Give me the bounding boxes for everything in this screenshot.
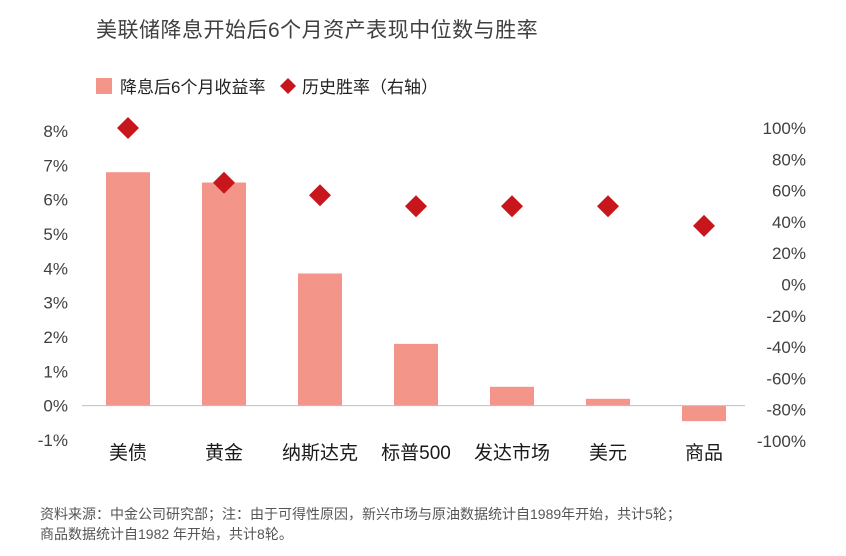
source-note-line-2: 商品数据统计自1982 年开始，共计8轮。 — [40, 526, 293, 542]
category-label: 美元 — [589, 442, 627, 464]
left-tick-label: 2% — [43, 328, 68, 347]
left-tick-label: 6% — [43, 191, 68, 210]
bar — [106, 172, 150, 406]
bar — [394, 343, 438, 406]
bar — [298, 273, 342, 406]
legend-swatch-diamond — [280, 78, 296, 94]
win-rate-marker — [309, 184, 331, 207]
legend-label-bar: 降息后6个月收益率 — [120, 78, 265, 97]
right-tick-label: 0% — [781, 276, 806, 295]
right-tick-label: 100% — [763, 119, 806, 138]
bar — [586, 398, 630, 406]
right-tick-label: -20% — [766, 307, 806, 326]
right-tick-label: 40% — [772, 213, 806, 232]
win-rate-marker — [117, 117, 139, 139]
bar — [490, 386, 534, 406]
win-rate-marker — [405, 195, 427, 218]
right-tick-label: 80% — [772, 150, 806, 169]
right-tick-label: -40% — [766, 338, 806, 357]
chart-title: 美联储降息开始后6个月资产表现中位数与胜率 — [96, 19, 539, 42]
left-tick-label: 4% — [43, 259, 68, 278]
category-label: 发达市场 — [474, 442, 550, 464]
win-rate-marker — [597, 195, 619, 218]
right-tick-label: -100% — [757, 432, 806, 451]
source-note-line-1: 资料来源：中金公司研究部；注：由于可得性原因，新兴市场与原油数据统计自1989年… — [40, 506, 681, 522]
category-label: 纳斯达克 — [282, 442, 358, 464]
legend-label-diamond: 历史胜率（右轴） — [302, 78, 438, 97]
left-tick-label: -1% — [38, 431, 68, 450]
win-rate-marker — [693, 214, 715, 237]
category-label: 标普500 — [381, 442, 451, 464]
legend-swatch-bar — [96, 78, 112, 94]
left-tick-label: 1% — [43, 362, 68, 381]
category-label: 美债 — [109, 442, 147, 464]
left-tick-label: 0% — [43, 397, 68, 416]
bar — [202, 182, 246, 406]
source-note: 资料来源：中金公司研究部；注：由于可得性原因，新兴市场与原油数据统计自1989年… — [40, 504, 830, 544]
right-tick-label: 60% — [772, 182, 806, 201]
left-tick-label: 3% — [43, 294, 68, 313]
bar — [682, 405, 726, 422]
right-tick-label: -80% — [766, 401, 806, 420]
left-tick-label: 7% — [43, 156, 68, 175]
category-label: 商品 — [685, 442, 723, 464]
right-tick-label: -60% — [766, 369, 806, 388]
category-label: 黄金 — [205, 442, 243, 464]
right-tick-label: 20% — [772, 244, 806, 263]
win-rate-marker — [213, 171, 235, 194]
win-rate-marker — [501, 195, 523, 218]
left-tick-label: 8% — [43, 122, 68, 141]
left-tick-label: 5% — [43, 225, 68, 244]
